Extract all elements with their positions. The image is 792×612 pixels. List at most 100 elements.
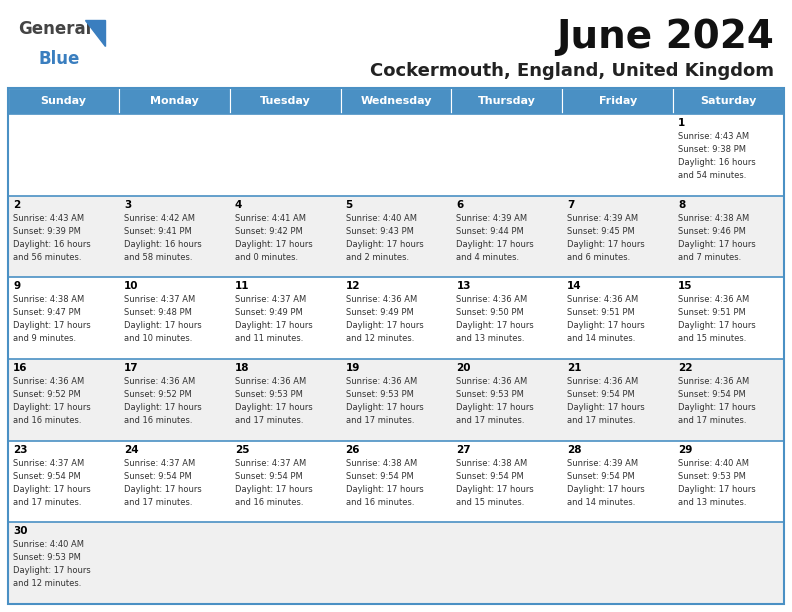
Text: 13: 13 — [456, 282, 471, 291]
Text: 18: 18 — [234, 363, 249, 373]
Text: Daylight: 17 hours: Daylight: 17 hours — [456, 403, 534, 412]
Polygon shape — [85, 20, 105, 46]
Text: Sunset: 9:53 PM: Sunset: 9:53 PM — [456, 390, 524, 399]
Text: and 0 minutes.: and 0 minutes. — [234, 253, 298, 262]
Text: Daylight: 17 hours: Daylight: 17 hours — [13, 403, 91, 412]
Text: and 12 minutes.: and 12 minutes. — [345, 334, 414, 343]
Text: Sunrise: 4:36 AM: Sunrise: 4:36 AM — [234, 377, 306, 386]
Text: Sunrise: 4:36 AM: Sunrise: 4:36 AM — [345, 377, 417, 386]
Text: Sunrise: 4:40 AM: Sunrise: 4:40 AM — [345, 214, 417, 223]
Text: Sunset: 9:54 PM: Sunset: 9:54 PM — [567, 472, 635, 480]
Text: and 15 minutes.: and 15 minutes. — [456, 498, 525, 507]
Text: and 6 minutes.: and 6 minutes. — [567, 253, 630, 262]
Text: 8: 8 — [678, 200, 685, 210]
Text: Daylight: 17 hours: Daylight: 17 hours — [456, 321, 534, 330]
Text: and 17 minutes.: and 17 minutes. — [456, 416, 525, 425]
Text: and 54 minutes.: and 54 minutes. — [678, 171, 747, 180]
Text: and 16 minutes.: and 16 minutes. — [234, 498, 303, 507]
Text: Daylight: 17 hours: Daylight: 17 hours — [124, 403, 202, 412]
Text: Sunset: 9:39 PM: Sunset: 9:39 PM — [13, 226, 81, 236]
Text: Sunrise: 4:40 AM: Sunrise: 4:40 AM — [13, 540, 84, 550]
Text: Daylight: 17 hours: Daylight: 17 hours — [234, 403, 313, 412]
Text: Sunset: 9:41 PM: Sunset: 9:41 PM — [124, 226, 192, 236]
Bar — [8, 359, 784, 441]
Text: Sunset: 9:54 PM: Sunset: 9:54 PM — [567, 390, 635, 399]
Bar — [8, 441, 784, 522]
Text: Sunset: 9:51 PM: Sunset: 9:51 PM — [567, 308, 635, 318]
Text: 9: 9 — [13, 282, 20, 291]
Text: 12: 12 — [345, 282, 360, 291]
Text: 3: 3 — [124, 200, 131, 210]
Text: and 2 minutes.: and 2 minutes. — [345, 253, 409, 262]
Text: Daylight: 17 hours: Daylight: 17 hours — [345, 321, 423, 330]
Text: Daylight: 16 hours: Daylight: 16 hours — [13, 240, 91, 248]
Text: and 16 minutes.: and 16 minutes. — [345, 498, 414, 507]
Text: Daylight: 17 hours: Daylight: 17 hours — [567, 485, 645, 494]
Text: Sunset: 9:54 PM: Sunset: 9:54 PM — [678, 390, 746, 399]
Text: Sunrise: 4:38 AM: Sunrise: 4:38 AM — [456, 458, 527, 468]
Text: Sunrise: 4:36 AM: Sunrise: 4:36 AM — [456, 296, 527, 304]
Text: and 12 minutes.: and 12 minutes. — [13, 580, 82, 588]
Text: Sunrise: 4:40 AM: Sunrise: 4:40 AM — [678, 458, 749, 468]
Text: Daylight: 17 hours: Daylight: 17 hours — [124, 485, 202, 494]
Text: Daylight: 17 hours: Daylight: 17 hours — [678, 403, 756, 412]
Text: and 17 minutes.: and 17 minutes. — [13, 498, 82, 507]
Text: and 11 minutes.: and 11 minutes. — [234, 334, 303, 343]
Text: 15: 15 — [678, 282, 693, 291]
Text: Daylight: 17 hours: Daylight: 17 hours — [678, 485, 756, 494]
Text: Daylight: 17 hours: Daylight: 17 hours — [345, 485, 423, 494]
Text: and 14 minutes.: and 14 minutes. — [567, 498, 636, 507]
Text: Friday: Friday — [599, 96, 637, 106]
Text: and 15 minutes.: and 15 minutes. — [678, 334, 747, 343]
Text: Sunrise: 4:39 AM: Sunrise: 4:39 AM — [567, 458, 638, 468]
Text: 17: 17 — [124, 363, 139, 373]
Text: and 13 minutes.: and 13 minutes. — [678, 498, 747, 507]
Text: Daylight: 17 hours: Daylight: 17 hours — [234, 321, 313, 330]
Text: Sunset: 9:38 PM: Sunset: 9:38 PM — [678, 145, 746, 154]
Text: 25: 25 — [234, 445, 249, 455]
Text: Sunset: 9:47 PM: Sunset: 9:47 PM — [13, 308, 81, 318]
Text: 29: 29 — [678, 445, 692, 455]
Text: Sunrise: 4:36 AM: Sunrise: 4:36 AM — [124, 377, 195, 386]
Text: 10: 10 — [124, 282, 139, 291]
Text: Sunset: 9:44 PM: Sunset: 9:44 PM — [456, 226, 524, 236]
Text: Sunrise: 4:39 AM: Sunrise: 4:39 AM — [456, 214, 527, 223]
Text: and 4 minutes.: and 4 minutes. — [456, 253, 520, 262]
Text: and 58 minutes.: and 58 minutes. — [124, 253, 192, 262]
Text: 23: 23 — [13, 445, 28, 455]
Text: and 14 minutes.: and 14 minutes. — [567, 334, 636, 343]
Bar — [562, 88, 673, 114]
Bar — [230, 88, 341, 114]
Text: and 13 minutes.: and 13 minutes. — [456, 334, 525, 343]
Text: Sunset: 9:52 PM: Sunset: 9:52 PM — [13, 390, 81, 399]
Bar — [673, 88, 784, 114]
Text: Daylight: 17 hours: Daylight: 17 hours — [234, 485, 313, 494]
Text: Sunset: 9:48 PM: Sunset: 9:48 PM — [124, 308, 192, 318]
Text: Sunrise: 4:39 AM: Sunrise: 4:39 AM — [567, 214, 638, 223]
Text: and 7 minutes.: and 7 minutes. — [678, 253, 741, 262]
Text: Blue: Blue — [38, 50, 79, 68]
Bar — [341, 88, 451, 114]
Text: June 2024: June 2024 — [556, 18, 774, 56]
Text: Sunrise: 4:36 AM: Sunrise: 4:36 AM — [567, 296, 638, 304]
Text: and 17 minutes.: and 17 minutes. — [124, 498, 192, 507]
Text: and 17 minutes.: and 17 minutes. — [345, 416, 414, 425]
Text: Sunrise: 4:37 AM: Sunrise: 4:37 AM — [234, 296, 306, 304]
Text: 16: 16 — [13, 363, 28, 373]
Text: Tuesday: Tuesday — [260, 96, 310, 106]
Text: and 17 minutes.: and 17 minutes. — [678, 416, 747, 425]
Text: Sunset: 9:51 PM: Sunset: 9:51 PM — [678, 308, 746, 318]
Bar — [8, 522, 784, 604]
Text: Sunset: 9:46 PM: Sunset: 9:46 PM — [678, 226, 746, 236]
Text: Daylight: 17 hours: Daylight: 17 hours — [13, 485, 91, 494]
Bar — [8, 88, 119, 114]
Text: Daylight: 17 hours: Daylight: 17 hours — [234, 240, 313, 248]
Text: 30: 30 — [13, 526, 28, 536]
Text: Daylight: 16 hours: Daylight: 16 hours — [124, 240, 202, 248]
Text: Sunrise: 4:38 AM: Sunrise: 4:38 AM — [13, 296, 84, 304]
Bar — [8, 196, 784, 277]
Text: 28: 28 — [567, 445, 582, 455]
Text: 14: 14 — [567, 282, 582, 291]
Text: 27: 27 — [456, 445, 471, 455]
Text: 24: 24 — [124, 445, 139, 455]
